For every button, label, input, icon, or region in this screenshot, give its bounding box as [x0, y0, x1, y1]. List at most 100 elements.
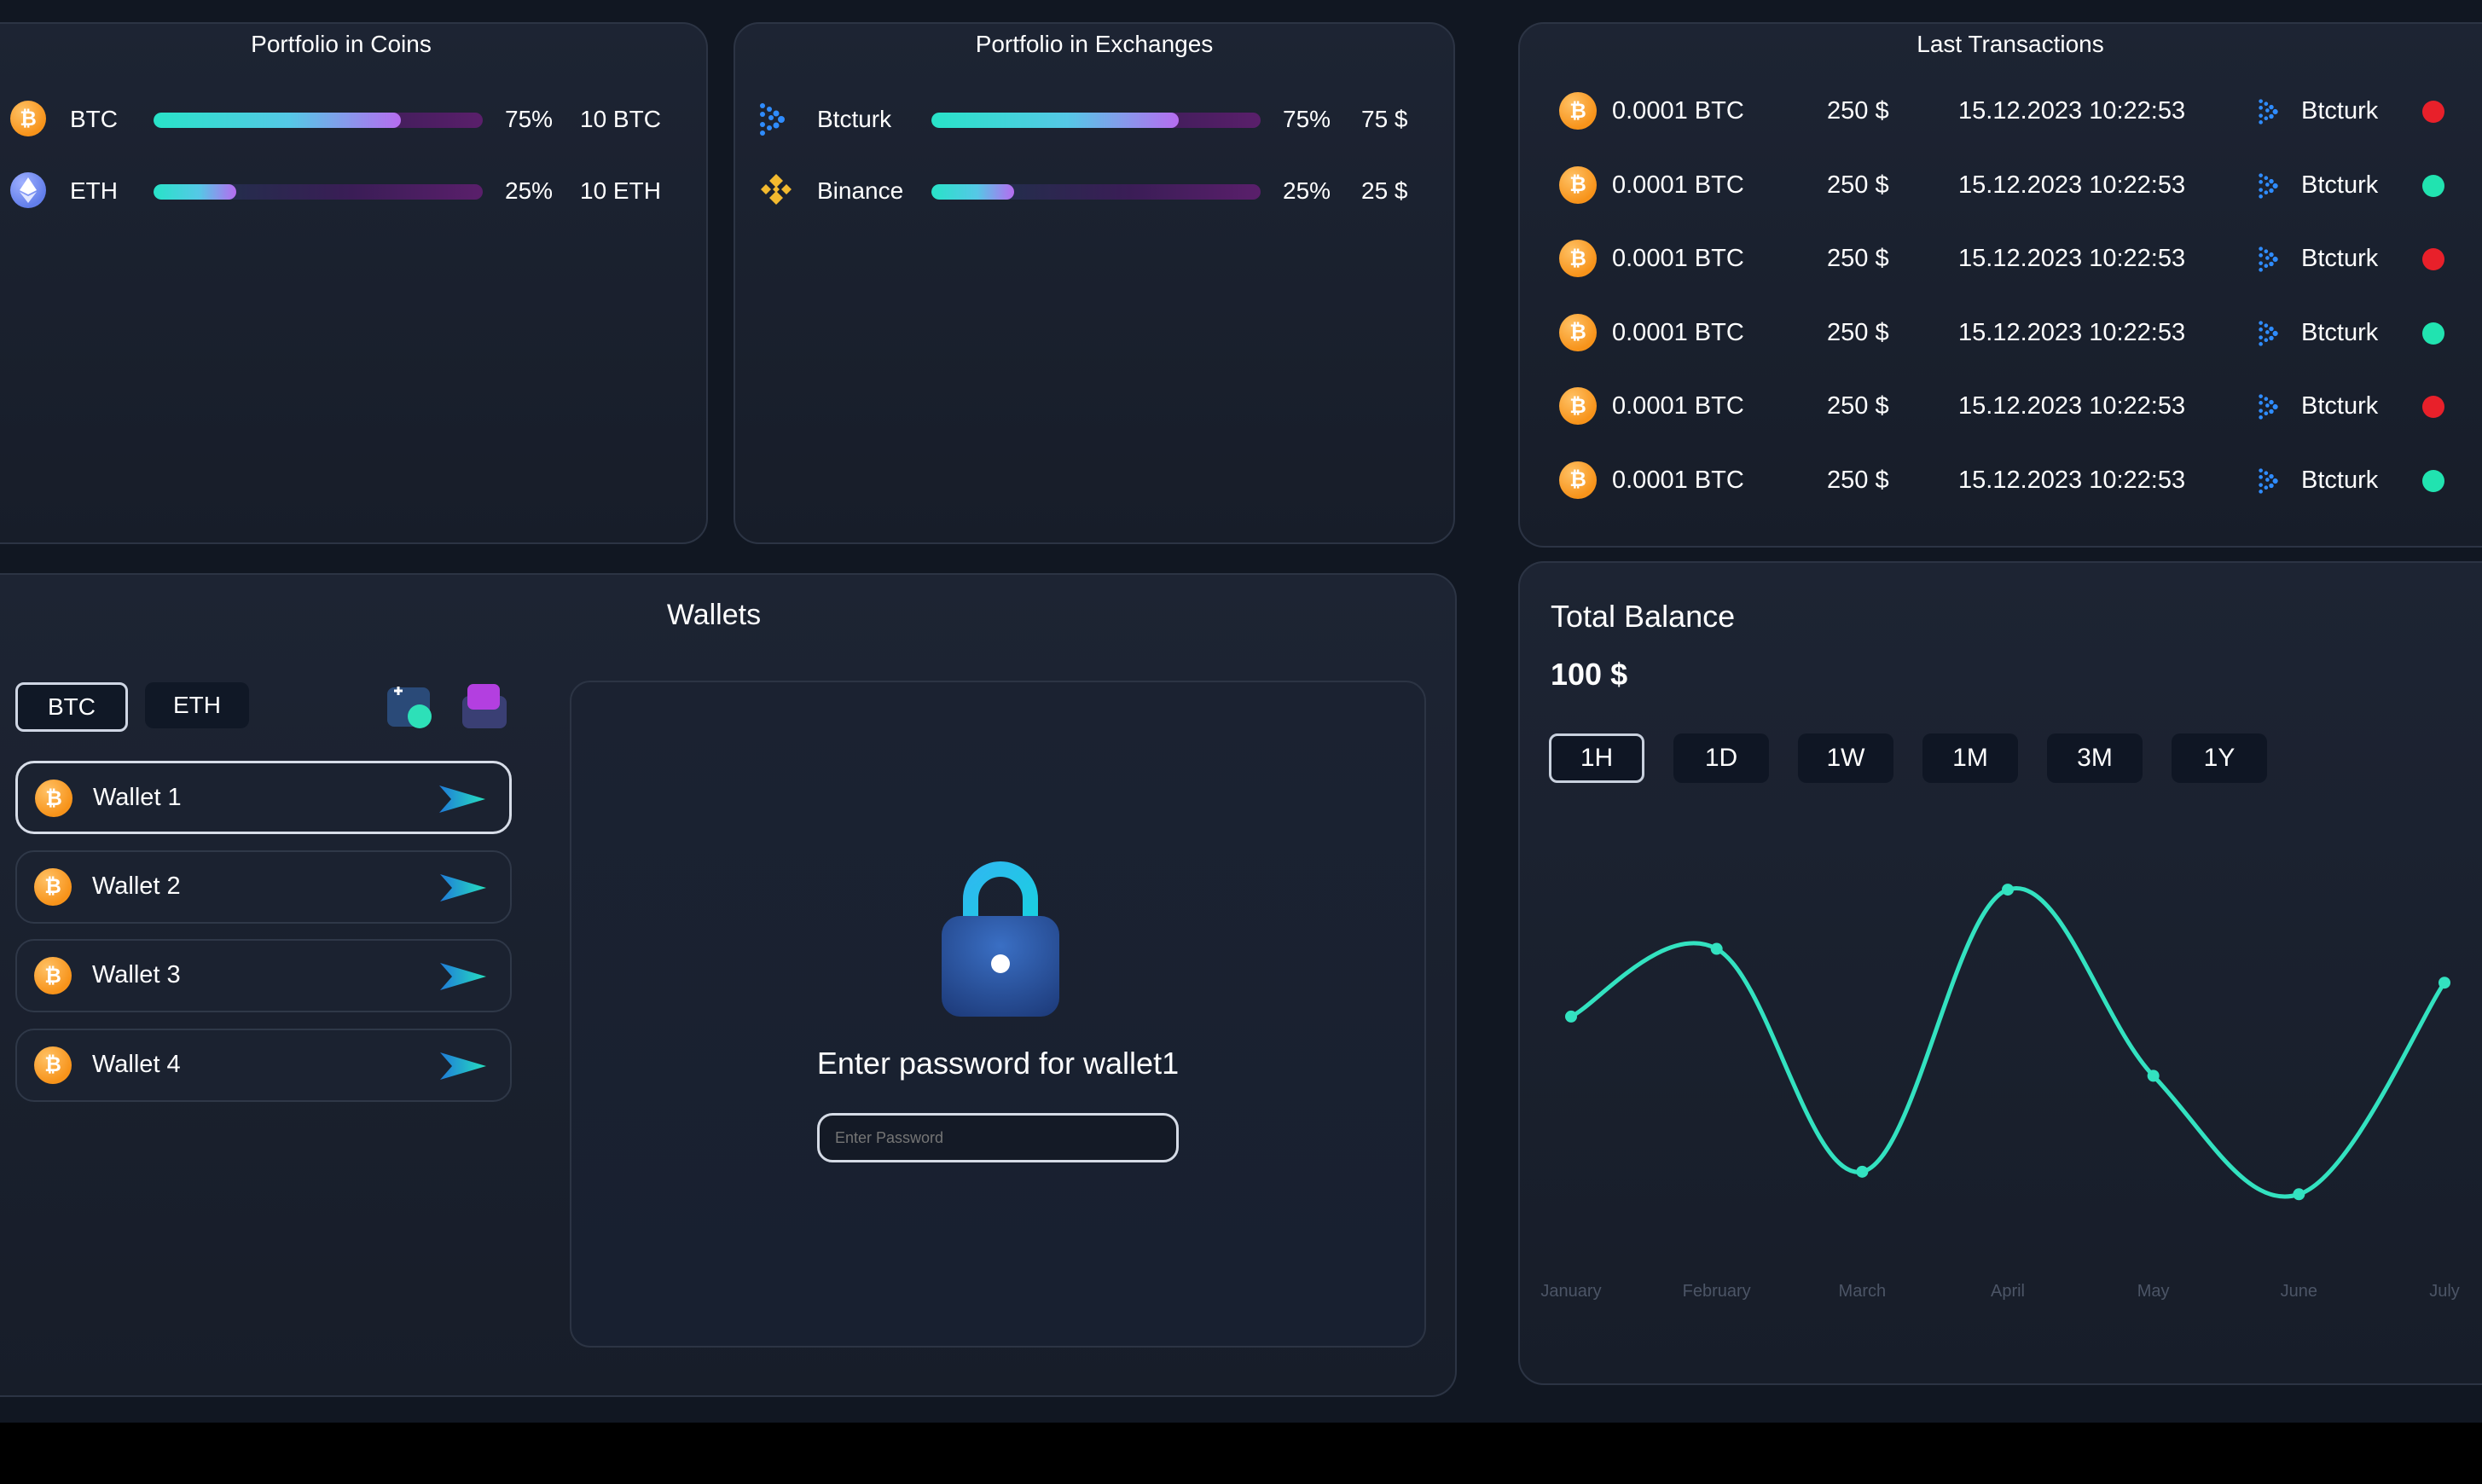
- send-arrow-icon[interactable]: [438, 871, 488, 905]
- bitcoin-icon: ₿: [35, 780, 72, 817]
- password-prompt: Enter password for wallet1: [816, 1046, 1180, 1081]
- transaction-exchange: Btcturk: [2301, 318, 2379, 346]
- btcturk-icon: [2257, 319, 2286, 348]
- coin-amount: 10 ETH: [580, 177, 661, 204]
- exchange-amount: 75 $: [1361, 106, 1408, 132]
- range-3m[interactable]: 3M: [2047, 733, 2143, 783]
- portfolio-coins-card: Portfolio in Coins: [0, 22, 708, 544]
- transaction-exchange: Btcturk: [2301, 97, 2379, 125]
- ethereum-icon: [10, 172, 46, 208]
- transaction-datetime: 15.12.2023 10:22:53: [1958, 466, 2186, 494]
- x-tick-label: March: [1839, 1282, 1887, 1301]
- status-indicator: [2422, 101, 2444, 123]
- card-title: Portfolio in Exchanges: [975, 31, 1214, 57]
- exchange-name: Btcturk: [817, 106, 892, 132]
- data-point[interactable]: [1856, 1165, 1869, 1178]
- coin-progress-bar: [154, 113, 483, 128]
- transaction-datetime: 15.12.2023 10:22:53: [1958, 318, 2186, 346]
- card-title: Last Transactions: [1917, 31, 2104, 57]
- wallet-label: Wallet 1: [93, 784, 182, 811]
- transaction-usd: 250 $: [1827, 97, 1889, 125]
- tab-btc[interactable]: BTC: [15, 682, 128, 732]
- btcturk-icon: [2257, 97, 2286, 126]
- balance-amount: 100 $: [1551, 657, 1628, 692]
- transaction-datetime: 15.12.2023 10:22:53: [1958, 171, 2186, 199]
- coin-percent: 25%: [505, 177, 554, 204]
- send-arrow-icon[interactable]: [438, 782, 487, 816]
- transaction-exchange: Btcturk: [2301, 245, 2379, 272]
- transaction-usd: 250 $: [1827, 466, 1889, 494]
- bitcoin-icon: ₿: [1559, 165, 1597, 204]
- total-balance-card: [1518, 561, 2482, 1385]
- transaction-usd: 250 $: [1827, 245, 1889, 272]
- status-indicator: [2422, 248, 2444, 270]
- coin-symbol: ETH: [70, 177, 118, 204]
- wallet-label: Wallet 3: [92, 961, 181, 988]
- data-point[interactable]: [2147, 1070, 2160, 1082]
- btcturk-icon: [757, 101, 795, 138]
- progress-fill: [931, 184, 1014, 200]
- send-arrow-icon[interactable]: [438, 1049, 488, 1083]
- bitcoin-icon: ₿: [1559, 240, 1597, 277]
- transaction-amount: 0.0001 BTC: [1612, 318, 1744, 346]
- transaction-datetime: 15.12.2023 10:22:53: [1958, 97, 2186, 125]
- data-point[interactable]: [1710, 942, 1723, 955]
- status-indicator: [2422, 396, 2444, 418]
- progress-fill: [931, 113, 1179, 128]
- btcturk-icon: [2257, 171, 2286, 200]
- bitcoin-icon: ₿: [1559, 313, 1597, 351]
- coin-percent: 75%: [505, 106, 554, 132]
- bitcoin-icon: ₿: [10, 101, 46, 136]
- password-input[interactable]: [817, 1113, 1179, 1162]
- exchange-progress-bar: [931, 184, 1261, 200]
- x-tick-label: April: [1991, 1282, 2025, 1301]
- exchange-percent: 75%: [1283, 106, 1331, 132]
- folder-icon[interactable]: [461, 682, 510, 730]
- balance-chart: January February March April May June July: [1540, 884, 2460, 1301]
- add-wallet-icon[interactable]: [386, 682, 435, 730]
- transaction-amount: 0.0001 BTC: [1612, 97, 1744, 125]
- bitcoin-icon: ₿: [34, 867, 72, 906]
- status-indicator: [2422, 322, 2444, 345]
- btcturk-icon: [2257, 467, 2286, 496]
- transaction-exchange: Btcturk: [2301, 466, 2379, 494]
- tab-eth[interactable]: ETH: [145, 682, 249, 728]
- transaction-amount: 0.0001 BTC: [1612, 392, 1744, 420]
- transaction-amount: 0.0001 BTC: [1612, 171, 1744, 199]
- x-tick-label: February: [1683, 1282, 1751, 1301]
- wallet-item[interactable]: ₿ Wallet 4: [15, 1028, 512, 1102]
- coin-amount: 10 BTC: [580, 106, 661, 132]
- bitcoin-icon: ₿: [1559, 387, 1597, 425]
- card-title: Portfolio in Coins: [251, 31, 432, 57]
- bottom-bar: [0, 1423, 2482, 1484]
- balance-line: [1569, 885, 2447, 1199]
- x-tick-label: July: [2429, 1282, 2460, 1301]
- transaction-usd: 250 $: [1827, 171, 1889, 199]
- exchange-percent: 25%: [1283, 177, 1331, 204]
- transaction-exchange: Btcturk: [2301, 392, 2379, 420]
- status-indicator: [2422, 174, 2444, 197]
- coin-progress-bar: [154, 184, 483, 200]
- transaction-exchange: Btcturk: [2301, 171, 2379, 199]
- card-title: Wallets: [666, 599, 762, 631]
- range-1d[interactable]: 1D: [1673, 733, 1769, 783]
- binance-icon: [757, 172, 795, 210]
- data-point[interactable]: [2439, 977, 2450, 989]
- wallet-item[interactable]: ₿ Wallet 2: [15, 849, 512, 924]
- wallet-item[interactable]: ₿ Wallet 3: [15, 939, 512, 1012]
- transaction-amount: 0.0001 BTC: [1612, 245, 1744, 272]
- balance-title: Total Balance: [1551, 599, 1736, 634]
- wallet-item[interactable]: ₿ Wallet 1: [15, 761, 512, 834]
- data-point[interactable]: [2002, 884, 2014, 896]
- exchange-amount: 25 $: [1361, 177, 1408, 204]
- x-tick-label: May: [2137, 1282, 2170, 1301]
- data-point[interactable]: [2293, 1188, 2305, 1201]
- send-arrow-icon[interactable]: [438, 959, 488, 994]
- transaction-datetime: 15.12.2023 10:22:53: [1958, 245, 2186, 272]
- range-1w[interactable]: 1W: [1798, 733, 1893, 783]
- range-1m[interactable]: 1M: [1922, 733, 2018, 783]
- range-1y[interactable]: 1Y: [2172, 733, 2267, 783]
- data-point[interactable]: [1565, 1010, 1577, 1023]
- range-1h[interactable]: 1H: [1549, 733, 1644, 783]
- wallet-label: Wallet 4: [92, 1050, 181, 1078]
